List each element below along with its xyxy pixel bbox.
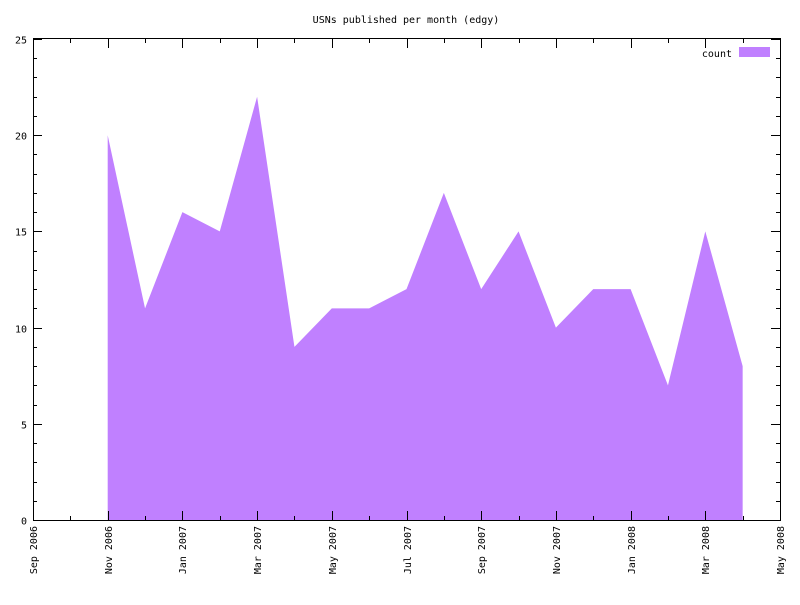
axis-layer: 0 5 10 15 20 25 Sep 2006 Nov 2006 Jan 2007 Mar 20… <box>15 36 787 575</box>
plot-frame <box>33 38 781 521</box>
x-tick-label: Jul 2007 <box>403 526 414 574</box>
x-tick-label: Mar 2008 <box>701 526 712 574</box>
y-tick-label: 0 <box>21 517 27 528</box>
legend-label: count <box>702 49 732 60</box>
x-tick-label: May 2008 <box>776 526 787 574</box>
x-tick-label: Jan 2007 <box>178 526 189 574</box>
x-tick-label: Mar 2007 <box>253 526 264 574</box>
legend: count <box>702 47 770 60</box>
y-tick-label: 15 <box>15 228 27 239</box>
chart-title: USNs published per month (edgy) <box>313 15 500 26</box>
x-tick-label: Sep 2007 <box>477 526 488 574</box>
series-area-0 <box>107 96 743 520</box>
y-tick-label: 10 <box>15 325 27 336</box>
y-tick-label: 5 <box>21 421 27 432</box>
x-tick-label: May 2007 <box>328 526 339 574</box>
y-tick-label: 20 <box>15 132 27 143</box>
series-layer <box>107 96 743 520</box>
x-tick-label: Jan 2008 <box>627 526 638 574</box>
x-tick-label: Nov 2006 <box>104 526 115 574</box>
x-tick-label: Nov 2007 <box>552 526 563 574</box>
y-tick-label: 25 <box>15 36 27 47</box>
legend-swatch <box>739 47 770 57</box>
x-tick-label: Sep 2006 <box>29 526 40 574</box>
